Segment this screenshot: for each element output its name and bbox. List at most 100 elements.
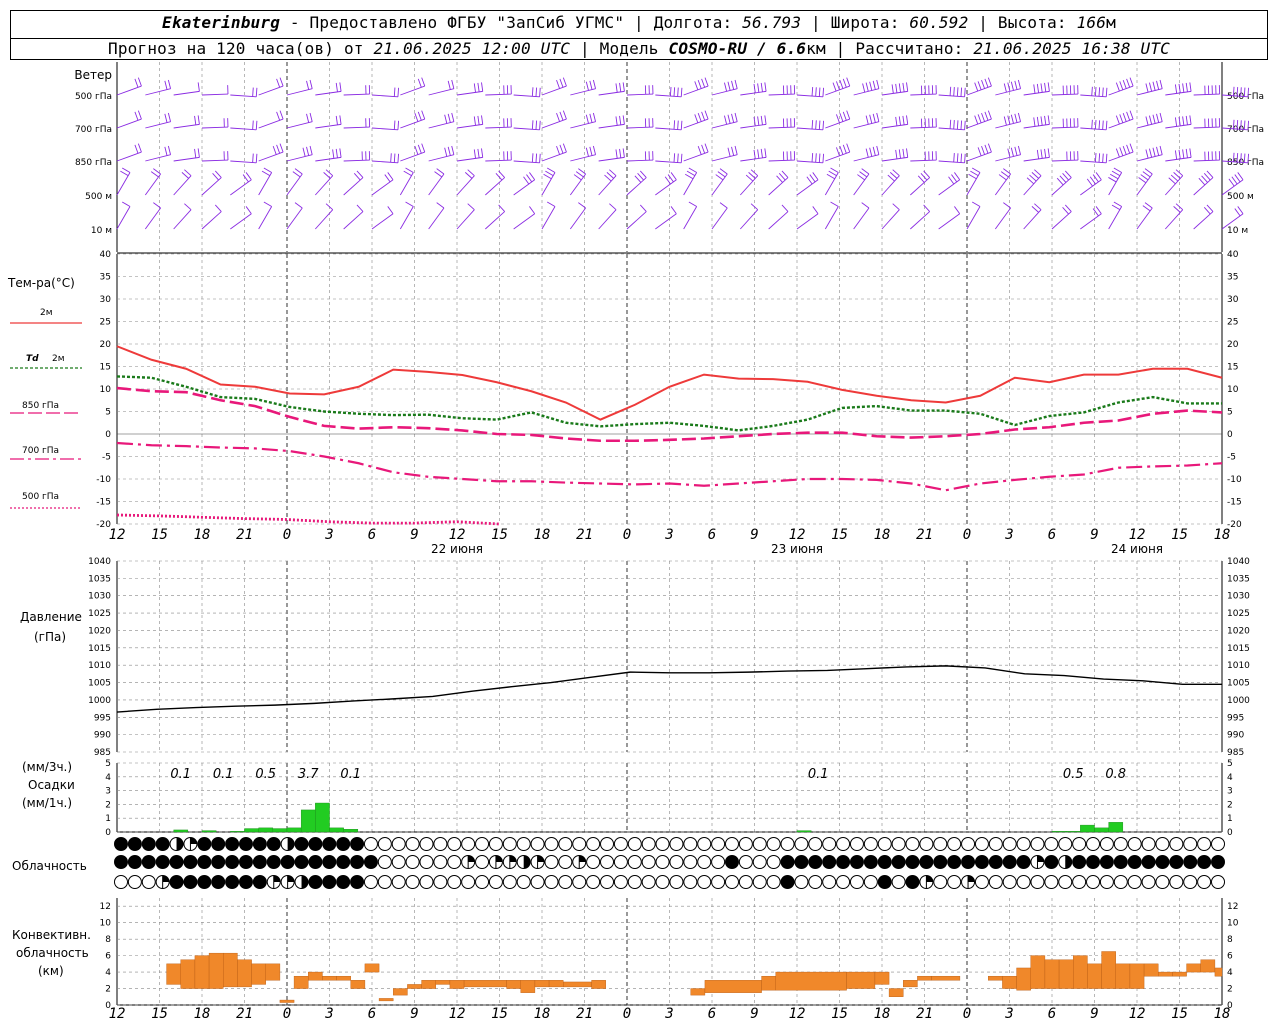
wind-barb-feather	[836, 114, 840, 123]
conv-ytick-right: 0	[1227, 1001, 1233, 1011]
wind-barb	[399, 201, 414, 230]
precip-title-c: (мм/1ч.)	[22, 796, 72, 810]
cloudiness-panel	[114, 837, 1225, 889]
cloud-circle	[419, 875, 434, 889]
cloud-cover-symbol	[558, 837, 573, 851]
wind-barb-feather	[473, 149, 476, 159]
wind-barb-staff	[201, 159, 228, 162]
wind-barb-staff	[966, 85, 992, 96]
wind-barb-feather	[447, 146, 451, 156]
lon-value: 56.793	[742, 13, 802, 32]
cloud-circle	[738, 875, 753, 889]
wind-barb	[173, 169, 192, 196]
cloud-circle	[1030, 875, 1045, 889]
wind-barb	[683, 201, 698, 230]
wind-barb	[1051, 118, 1079, 129]
wind-barb-feather	[1126, 78, 1131, 88]
wind-barb-feather	[526, 174, 533, 183]
wind-barb-staff	[881, 123, 908, 129]
wind-barb-feather	[451, 112, 455, 122]
wind-barb	[314, 203, 334, 230]
conv-ytick-right: 10	[1227, 919, 1239, 929]
wind-barb	[1164, 169, 1184, 196]
precip-3h-label: 0.1	[808, 767, 829, 782]
cloud-cover-symbol	[1169, 837, 1184, 851]
cloud-cover-symbol	[336, 855, 351, 869]
cloud-cover-symbol	[724, 855, 739, 869]
wind-barb-staff	[768, 93, 795, 96]
wind-barb-feather	[869, 81, 873, 91]
model-label: Модель	[599, 39, 659, 58]
wind-barb-feather	[1003, 202, 1011, 209]
wind-barb	[966, 143, 992, 162]
temp-ytick-left: 35	[100, 273, 111, 283]
wind-barb	[201, 118, 229, 129]
wind-barb-feather	[1102, 87, 1104, 97]
conv-bar	[308, 971, 323, 981]
cloud-circle	[641, 837, 656, 851]
wind-barb-staff	[485, 211, 505, 230]
pressure-ytick-left: 1035	[88, 574, 111, 584]
lat-value: 60.592	[909, 13, 969, 32]
wind-barb	[485, 170, 505, 196]
wind-barb-staff	[201, 211, 222, 230]
cloud-cover-symbol	[1030, 837, 1045, 851]
cloud-circle	[891, 875, 906, 889]
cloud-cover-symbol	[988, 875, 1003, 889]
precip-3h-label: 0.5	[1063, 767, 1084, 782]
wind-barb-feather	[670, 172, 677, 180]
cloud-circle	[1113, 837, 1128, 851]
wind-barb-feather	[977, 114, 982, 123]
wind-barb-staff	[513, 179, 535, 196]
header-dash: -	[280, 13, 310, 32]
wind-barb-staff	[343, 126, 370, 129]
cloud-circle	[377, 855, 392, 869]
wind-barb-feather	[1129, 110, 1134, 120]
wind-barb	[116, 143, 142, 162]
cloud-circle	[363, 855, 378, 869]
conv-bar	[1073, 955, 1088, 989]
cloud-circle	[1030, 837, 1045, 851]
cloud-cover-symbol	[377, 875, 392, 889]
wind-barb-feather	[1243, 120, 1246, 130]
precip-3h-label: 0.1	[340, 767, 361, 782]
conv-title-c: (км)	[38, 964, 64, 978]
cloud-circle	[530, 875, 545, 889]
wind-barb-feather	[984, 111, 989, 121]
wind-barb-feather	[1174, 150, 1178, 160]
cloud-cover-symbol	[1044, 875, 1059, 889]
cloud-quarter-fill	[509, 855, 517, 862]
wind-barb-feather	[434, 171, 443, 178]
wind-barb-feather	[839, 145, 844, 155]
cloud-cover-symbol	[1113, 855, 1128, 869]
wind-barb	[485, 204, 505, 230]
pressure-ytick-left: 995	[94, 713, 111, 723]
cloud-cover-symbol	[697, 855, 712, 869]
cloud-circle	[141, 875, 156, 889]
wind-barb	[1165, 82, 1192, 96]
wind-barb	[938, 153, 966, 164]
cloud-circle	[974, 855, 989, 869]
forecast-header: Ekaterinburg - Предоставлено ФГБУ "ЗапСи…	[10, 10, 1268, 60]
wind-barb-feather	[715, 174, 724, 181]
wind-barb-staff	[683, 172, 698, 196]
cloud-cover-symbol	[447, 837, 462, 851]
header-row-forecast: Прогноз на 120 часа(ов) от 21.06.2025 12…	[11, 38, 1267, 62]
wind-barb-staff	[1164, 209, 1184, 230]
cloud-cover-symbol	[613, 875, 628, 889]
wind-barb-feather	[279, 143, 284, 153]
wind-barb-feather	[701, 78, 706, 88]
cloud-cover-symbol	[197, 855, 212, 869]
wind-barb-feather	[953, 153, 955, 163]
cloud-circle	[461, 837, 476, 851]
wind-barb-staff	[626, 177, 647, 196]
wind-barb-staff	[1108, 85, 1134, 96]
wind-barb	[116, 201, 131, 230]
wind-barb-feather	[390, 153, 392, 163]
wind-barb-feather	[892, 203, 900, 211]
cloud-circle	[1169, 855, 1184, 869]
wind-barb-feather	[987, 143, 992, 153]
wind-barb-feather	[1129, 143, 1134, 153]
wind-barb-feather	[339, 148, 342, 158]
wind-barb-feather	[998, 174, 1007, 181]
